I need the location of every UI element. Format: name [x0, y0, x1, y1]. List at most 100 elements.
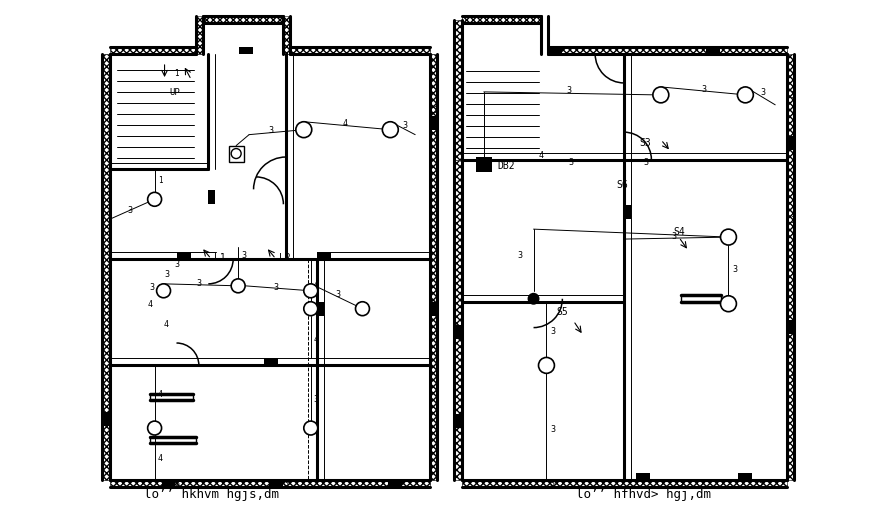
- Bar: [430, 302, 437, 316]
- Text: 3: 3: [433, 304, 438, 314]
- Text: 4: 4: [158, 389, 162, 398]
- Text: 4: 4: [314, 334, 319, 344]
- Text: 3: 3: [392, 478, 398, 487]
- Text: 3: 3: [433, 106, 438, 115]
- Bar: [110, 480, 430, 487]
- Circle shape: [538, 358, 555, 374]
- Text: L2: L2: [279, 252, 290, 263]
- Circle shape: [157, 285, 170, 298]
- Text: 3: 3: [273, 283, 279, 292]
- Text: 4: 4: [343, 119, 348, 128]
- Bar: [430, 117, 437, 130]
- Bar: [102, 412, 110, 426]
- Circle shape: [528, 293, 539, 305]
- Text: 3: 3: [335, 290, 340, 299]
- Bar: [264, 359, 278, 365]
- Bar: [454, 325, 462, 339]
- Circle shape: [304, 421, 318, 435]
- Text: 3: 3: [549, 478, 554, 487]
- Text: 3: 3: [174, 478, 179, 487]
- Bar: [110, 48, 196, 55]
- Text: 1: 1: [159, 176, 163, 185]
- Bar: [229, 146, 244, 162]
- Bar: [290, 48, 430, 55]
- Text: 3: 3: [758, 478, 762, 487]
- Text: 1: 1: [174, 69, 179, 78]
- Text: S6: S6: [616, 180, 628, 190]
- Bar: [203, 17, 283, 24]
- Circle shape: [148, 193, 161, 207]
- Bar: [624, 206, 631, 220]
- Bar: [283, 17, 290, 55]
- Text: 3: 3: [569, 158, 573, 166]
- Bar: [788, 136, 794, 150]
- Bar: [788, 320, 794, 334]
- Bar: [548, 48, 563, 55]
- Text: 3: 3: [127, 205, 133, 214]
- Bar: [705, 48, 719, 55]
- Bar: [208, 191, 215, 205]
- Circle shape: [737, 88, 754, 104]
- Bar: [316, 252, 331, 260]
- Text: 3: 3: [567, 86, 572, 95]
- Text: 3: 3: [174, 260, 179, 269]
- Text: 3: 3: [164, 270, 169, 279]
- Text: 4: 4: [539, 151, 544, 160]
- Text: 3: 3: [790, 91, 795, 100]
- Text: lo’’ hkhvm hgjs,dm: lo’’ hkhvm hgjs,dm: [143, 487, 279, 500]
- Circle shape: [720, 230, 737, 245]
- Text: 4: 4: [164, 320, 169, 328]
- Circle shape: [304, 302, 318, 316]
- Bar: [239, 48, 253, 55]
- Text: 3: 3: [671, 231, 676, 240]
- Text: 4: 4: [158, 454, 162, 463]
- Circle shape: [720, 296, 737, 312]
- Text: 3: 3: [269, 126, 273, 135]
- Text: UP: UP: [169, 88, 180, 97]
- Bar: [548, 48, 788, 55]
- Bar: [430, 55, 437, 480]
- Bar: [454, 160, 462, 480]
- Bar: [738, 473, 753, 480]
- Text: S4: S4: [674, 227, 685, 237]
- Text: 3: 3: [241, 250, 246, 259]
- Circle shape: [231, 149, 241, 159]
- Text: 3: 3: [790, 374, 795, 383]
- Circle shape: [296, 123, 312, 138]
- Bar: [177, 252, 192, 260]
- Circle shape: [304, 285, 318, 298]
- Text: 3: 3: [550, 326, 556, 335]
- Text: S3: S3: [639, 137, 650, 147]
- Text: 3: 3: [550, 423, 556, 433]
- Text: 3: 3: [149, 283, 154, 292]
- Text: 3: 3: [678, 478, 684, 487]
- Text: 3: 3: [314, 394, 319, 403]
- Bar: [462, 17, 541, 24]
- Text: 3: 3: [197, 279, 202, 288]
- Text: 3: 3: [790, 215, 795, 224]
- Text: 4: 4: [147, 300, 152, 308]
- Circle shape: [356, 302, 369, 316]
- Circle shape: [383, 123, 399, 138]
- Bar: [476, 157, 492, 173]
- Text: 3: 3: [643, 158, 649, 166]
- Text: 4: 4: [314, 280, 319, 289]
- Circle shape: [653, 88, 668, 104]
- Bar: [316, 302, 323, 316]
- Text: 3: 3: [732, 265, 737, 274]
- Bar: [788, 55, 794, 480]
- Bar: [454, 414, 462, 428]
- Bar: [102, 55, 110, 480]
- Bar: [161, 480, 176, 487]
- Bar: [454, 21, 462, 160]
- Text: S5: S5: [556, 306, 568, 316]
- Text: DB2: DB2: [497, 161, 515, 171]
- Text: 3: 3: [701, 85, 706, 94]
- Text: 3: 3: [283, 478, 289, 487]
- Circle shape: [148, 421, 161, 435]
- Bar: [196, 17, 203, 55]
- Text: L1: L1: [214, 252, 226, 263]
- Text: lo’’ hfhvd> hgj,dm: lo’’ hfhvd> hgj,dm: [576, 487, 711, 500]
- Text: 3: 3: [402, 121, 408, 130]
- Bar: [269, 480, 283, 487]
